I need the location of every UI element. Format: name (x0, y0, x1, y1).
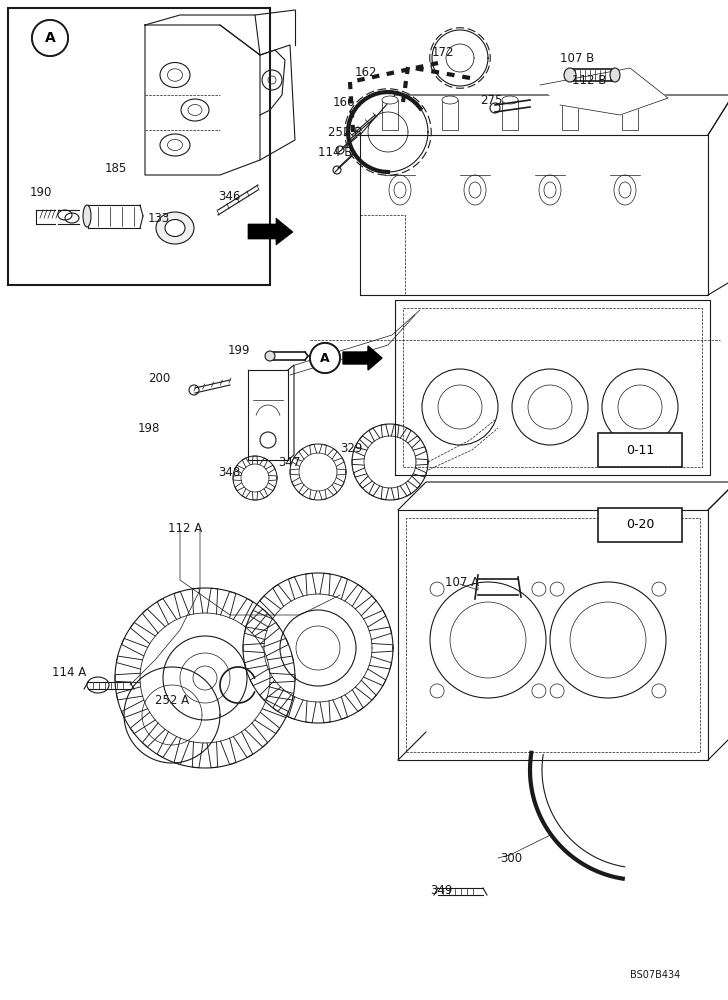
Text: 0-20: 0-20 (626, 518, 654, 532)
Ellipse shape (622, 96, 638, 104)
Ellipse shape (156, 212, 194, 244)
Ellipse shape (83, 205, 91, 227)
Text: A: A (320, 352, 330, 364)
Text: 0-11: 0-11 (626, 444, 654, 456)
Ellipse shape (564, 68, 576, 82)
FancyBboxPatch shape (598, 508, 682, 542)
Text: 348: 348 (218, 466, 240, 479)
Text: 347: 347 (278, 456, 301, 468)
Text: 199: 199 (228, 344, 250, 357)
Text: 162: 162 (355, 66, 378, 79)
Text: 107 B: 107 B (560, 51, 594, 64)
Polygon shape (540, 68, 668, 115)
Ellipse shape (502, 96, 518, 104)
Text: 190: 190 (30, 186, 52, 198)
FancyBboxPatch shape (598, 433, 682, 467)
Text: A: A (44, 31, 55, 45)
Text: 114 B: 114 B (318, 145, 352, 158)
Text: 252 A: 252 A (155, 694, 189, 706)
Text: 172: 172 (432, 45, 454, 58)
Text: 114 A: 114 A (52, 666, 86, 678)
Circle shape (310, 343, 340, 373)
Text: A: A (320, 352, 330, 364)
Text: 198: 198 (138, 422, 160, 434)
Text: 329: 329 (340, 442, 363, 454)
Ellipse shape (610, 68, 620, 82)
Text: 200: 200 (148, 371, 170, 384)
Text: 275: 275 (480, 94, 502, 106)
Text: 112 A: 112 A (168, 522, 202, 534)
Polygon shape (343, 346, 382, 370)
Text: 349: 349 (430, 884, 452, 896)
Polygon shape (248, 218, 293, 245)
Text: 166: 166 (333, 96, 355, 108)
Text: 112 B: 112 B (572, 74, 606, 87)
Text: BS07B434: BS07B434 (630, 970, 680, 980)
Text: A: A (44, 31, 55, 45)
Text: 346: 346 (218, 190, 240, 202)
Ellipse shape (562, 96, 578, 104)
Circle shape (32, 20, 68, 56)
Text: 107 A: 107 A (445, 576, 479, 588)
Text: 133: 133 (148, 212, 170, 225)
Circle shape (310, 343, 340, 373)
Text: 252 B: 252 B (328, 125, 363, 138)
Ellipse shape (265, 351, 275, 361)
Text: 185: 185 (105, 161, 127, 174)
Circle shape (32, 20, 68, 56)
Ellipse shape (442, 96, 458, 104)
Bar (8, 8, 270, 285)
Ellipse shape (382, 96, 398, 104)
Ellipse shape (165, 220, 185, 236)
Text: 300: 300 (500, 852, 522, 864)
